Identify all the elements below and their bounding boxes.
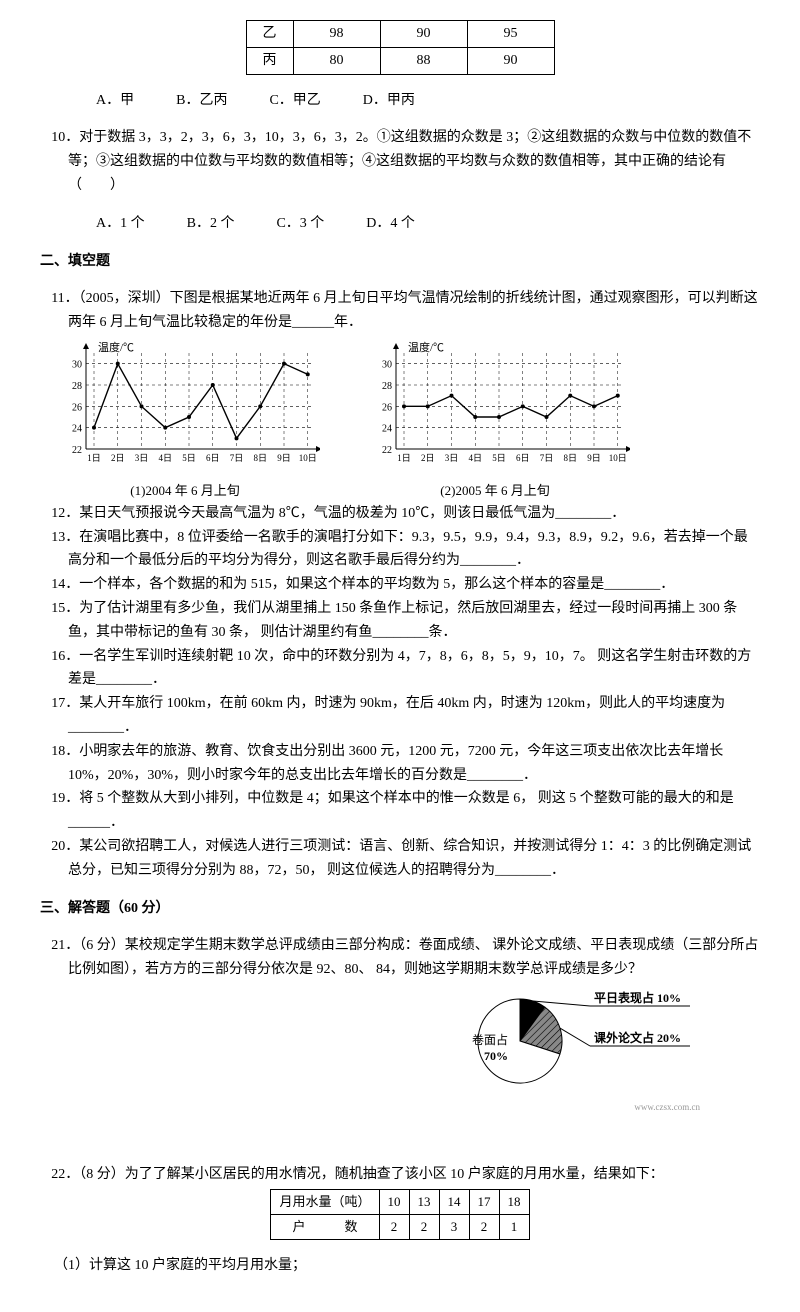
svg-text:3日: 3日 xyxy=(135,453,149,463)
top-data-table: 乙 98 90 95 丙 80 88 90 xyxy=(246,20,555,75)
svg-text:24: 24 xyxy=(72,424,82,435)
chart-2004: 温度/℃ 22 24 26 28 30 1日 2日 3日 4日 5日 6日 7日 8日 9日 10日 xyxy=(50,339,320,469)
svg-text:22: 22 xyxy=(72,445,82,456)
cell: 90 xyxy=(467,47,554,74)
svg-text:2日: 2日 xyxy=(111,453,125,463)
q21: 21．（6 分）某校规定学生期末数学总评成绩由三部分构成：卷面成绩、 课外论文成… xyxy=(40,934,760,982)
row-label: 乙 xyxy=(246,21,293,48)
table-row: 乙 98 90 95 xyxy=(246,21,554,48)
cell: 88 xyxy=(380,47,467,74)
svg-text:5日: 5日 xyxy=(182,453,196,463)
chart-2005-caption: (2)2005 年 6 月上旬 xyxy=(360,480,630,502)
cell: 3 xyxy=(439,1214,469,1239)
cell: 90 xyxy=(380,21,467,48)
q9-options: A．甲 B．乙丙 C．甲乙 D．甲丙 xyxy=(40,89,760,113)
q10-options: A．1 个 B．2 个 C．3 个 D．4 个 xyxy=(40,212,760,236)
chart-2005-block: 温度/℃ 22 24 26 28 30 1日 2日 3日 4日 5日 6日 7日 8日 9日 10日 (2)2… xyxy=(360,339,630,502)
svg-text:7日: 7日 xyxy=(230,453,244,463)
water-table: 月用水量（吨） 10 13 14 17 18 户 数 2 2 3 2 1 xyxy=(270,1189,529,1240)
cell: 13 xyxy=(409,1189,439,1214)
svg-text:2日: 2日 xyxy=(421,453,435,463)
section-2-heading: 二、填空题 xyxy=(40,250,760,274)
svg-text:8日: 8日 xyxy=(563,453,577,463)
svg-text:4日: 4日 xyxy=(158,453,172,463)
q22: 22．（8 分）为了了解某小区居民的用水情况，随机抽查了该小区 10 户家庭的月… xyxy=(40,1163,760,1187)
svg-text:28: 28 xyxy=(382,381,392,392)
svg-text:温度/℃: 温度/℃ xyxy=(408,340,444,354)
svg-text:3日: 3日 xyxy=(445,453,459,463)
q11: 11．（2005，深圳）下图是根据某地近两年 6 月上旬日平均气温情况绘制的折线… xyxy=(40,287,760,335)
table-row: 月用水量（吨） 10 13 14 17 18 xyxy=(271,1189,529,1214)
cell: 2 xyxy=(379,1214,409,1239)
charts-row: 温度/℃ 22 24 26 28 30 1日 2日 3日 4日 5日 6日 7日 8日 9日 10日 (1)2… xyxy=(50,339,760,502)
cell: 14 xyxy=(439,1189,469,1214)
cell: 月用水量（吨） xyxy=(271,1189,379,1214)
q14: 14．一个样本，各个数据的和为 515，如果这个样本的平均数为 5，那么这个样本… xyxy=(40,573,760,597)
svg-text:4日: 4日 xyxy=(468,453,482,463)
cell: 户 数 xyxy=(271,1214,379,1239)
svg-text:26: 26 xyxy=(382,402,392,413)
svg-text:24: 24 xyxy=(382,424,392,435)
q13: 13．在演唱比赛中，8 位评委给一名歌手的演唱打分如下：9.3，9.5，9.9，… xyxy=(40,526,760,574)
q18: 18．小明家去年的旅游、教育、饮食支出分别出 3600 元，1200 元，720… xyxy=(40,740,760,788)
q12: 12．某日天气预报说今天最高气温为 8℃，气温的极差为 10℃，则该日最低气温为… xyxy=(40,502,760,526)
table-row: 户 数 2 2 3 2 1 xyxy=(271,1214,529,1239)
cell: 80 xyxy=(293,47,380,74)
svg-text:30: 30 xyxy=(72,360,82,371)
chart-2005: 温度/℃ 22 24 26 28 30 1日 2日 3日 4日 5日 6日 7日 8日 9日 10日 xyxy=(360,339,630,469)
svg-text:6日: 6日 xyxy=(516,453,530,463)
section-3-heading: 三、解答题（60 分） xyxy=(40,897,760,921)
svg-text:1日: 1日 xyxy=(397,453,411,463)
q19: 19．将 5 个整数从大到小排列，中位数是 4；如果这个样本中的惟一众数是 6，… xyxy=(40,787,760,835)
svg-text:6日: 6日 xyxy=(206,453,220,463)
svg-text:7日: 7日 xyxy=(540,453,554,463)
svg-text:10日: 10日 xyxy=(299,453,317,463)
svg-text:9日: 9日 xyxy=(277,453,291,463)
svg-text:22: 22 xyxy=(382,445,392,456)
source-url: www.czsx.com.cn xyxy=(40,1100,760,1115)
q10-stem: 10．对于数据 3，3，2，3，6，3，10，3，6，3，2。①这组数据的众数是… xyxy=(40,126,760,197)
cell: 18 xyxy=(499,1189,529,1214)
svg-text:8日: 8日 xyxy=(253,453,267,463)
cell: 1 xyxy=(499,1214,529,1239)
svg-text:卷面占: 卷面占 xyxy=(472,1032,508,1047)
svg-text:30: 30 xyxy=(382,360,392,371)
pie-chart: 卷面占 70% 平日表现占 10% 课外论文占 20% xyxy=(440,986,700,1096)
table-row: 丙 80 88 90 xyxy=(246,47,554,74)
q17: 17．某人开车旅行 100km，在前 60km 内，时速为 90km，在后 40… xyxy=(40,692,760,740)
svg-text:9日: 9日 xyxy=(587,453,601,463)
svg-text:1日: 1日 xyxy=(87,453,101,463)
cell: 17 xyxy=(469,1189,499,1214)
cell: 2 xyxy=(409,1214,439,1239)
chart-2004-caption: (1)2004 年 6 月上旬 xyxy=(50,480,320,502)
row-label: 丙 xyxy=(246,47,293,74)
svg-text:温度/℃: 温度/℃ xyxy=(98,340,134,354)
q15: 15．为了估计湖里有多少鱼，我们从湖里捕上 150 条鱼作上标记，然后放回湖里去… xyxy=(40,597,760,645)
pie-chart-wrap: 卷面占 70% 平日表现占 10% 课外论文占 20% xyxy=(40,986,700,1096)
cell: 98 xyxy=(293,21,380,48)
cell: 95 xyxy=(467,21,554,48)
svg-text:70%: 70% xyxy=(484,1049,508,1063)
svg-text:10日: 10日 xyxy=(609,453,627,463)
svg-text:5日: 5日 xyxy=(492,453,506,463)
cell: 10 xyxy=(379,1189,409,1214)
svg-text:28: 28 xyxy=(72,381,82,392)
svg-text:平日表现占 10%: 平日表现占 10% xyxy=(594,990,681,1005)
q20: 20．某公司欲招聘工人，对候选人进行三项测试：语言、创新、综合知识，并按测试得分… xyxy=(40,835,760,883)
chart-2004-block: 温度/℃ 22 24 26 28 30 1日 2日 3日 4日 5日 6日 7日 8日 9日 10日 (1)2… xyxy=(50,339,320,502)
q16: 16．一名学生军训时连续射靶 10 次，命中的环数分别为 4，7，8，6，8，5… xyxy=(40,645,760,693)
svg-text:26: 26 xyxy=(72,402,82,413)
svg-text:课外论文占 20%: 课外论文占 20% xyxy=(594,1030,681,1045)
cell: 2 xyxy=(469,1214,499,1239)
q22-sub: （1）计算这 10 户家庭的平均月用水量； xyxy=(40,1254,760,1278)
